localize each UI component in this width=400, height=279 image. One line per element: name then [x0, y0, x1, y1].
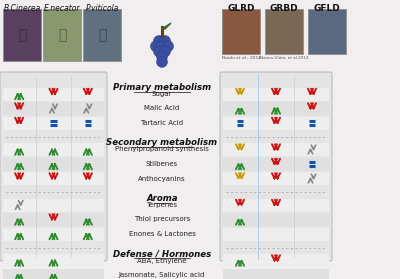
Text: ABA, Ethylene: ABA, Ethylene: [137, 258, 187, 263]
Text: Defense / Hormones: Defense / Hormones: [113, 249, 211, 258]
FancyBboxPatch shape: [0, 72, 107, 261]
FancyBboxPatch shape: [223, 158, 329, 170]
FancyBboxPatch shape: [223, 199, 329, 211]
FancyBboxPatch shape: [3, 199, 104, 211]
FancyBboxPatch shape: [3, 228, 104, 240]
FancyBboxPatch shape: [223, 117, 329, 129]
FancyBboxPatch shape: [3, 172, 104, 185]
FancyBboxPatch shape: [3, 143, 104, 156]
FancyBboxPatch shape: [43, 9, 81, 61]
FancyBboxPatch shape: [220, 72, 332, 261]
FancyBboxPatch shape: [83, 9, 121, 61]
Text: B.Cinerea: B.Cinerea: [3, 4, 41, 13]
Text: 🍃: 🍃: [58, 28, 66, 42]
Text: P.viticola: P.viticola: [85, 4, 119, 13]
FancyBboxPatch shape: [3, 88, 104, 100]
Text: 🍇: 🍇: [18, 28, 26, 42]
Text: Secondary metabolism: Secondary metabolism: [106, 138, 218, 147]
FancyBboxPatch shape: [223, 143, 329, 156]
Text: 🍂: 🍂: [98, 28, 106, 42]
Circle shape: [154, 35, 164, 47]
Text: Jasmonate, Salicylic acid: Jasmonate, Salicylic acid: [119, 272, 205, 278]
FancyBboxPatch shape: [223, 228, 329, 240]
FancyBboxPatch shape: [3, 254, 104, 267]
FancyBboxPatch shape: [3, 158, 104, 170]
Text: Terpenes: Terpenes: [146, 202, 178, 208]
Text: GFLD: GFLD: [314, 4, 340, 13]
Circle shape: [156, 51, 168, 62]
Text: Tartaric Acid: Tartaric Acid: [140, 120, 184, 126]
FancyBboxPatch shape: [223, 102, 329, 115]
Circle shape: [162, 41, 174, 52]
FancyBboxPatch shape: [3, 117, 104, 129]
FancyBboxPatch shape: [222, 9, 260, 54]
Circle shape: [150, 41, 162, 52]
FancyBboxPatch shape: [3, 213, 104, 226]
Circle shape: [156, 56, 168, 68]
Text: Naidu et al., 2014: Naidu et al., 2014: [222, 56, 260, 60]
Text: Enones & Lactones: Enones & Lactones: [128, 231, 196, 237]
Circle shape: [160, 46, 170, 57]
Text: Phenylpropanoid synthesis: Phenylpropanoid synthesis: [115, 146, 209, 153]
FancyBboxPatch shape: [223, 213, 329, 226]
Text: Malic Acid: Malic Acid: [144, 105, 180, 112]
Text: GLRD: GLRD: [227, 4, 255, 13]
FancyBboxPatch shape: [308, 9, 346, 54]
FancyBboxPatch shape: [223, 172, 329, 185]
Circle shape: [156, 41, 168, 52]
Circle shape: [160, 35, 170, 47]
FancyBboxPatch shape: [265, 9, 303, 54]
Text: Blanco-Ulate, et al.2013: Blanco-Ulate, et al.2013: [259, 56, 309, 60]
FancyBboxPatch shape: [223, 254, 329, 267]
Text: Anthocyanins: Anthocyanins: [138, 175, 186, 182]
FancyBboxPatch shape: [3, 269, 104, 279]
FancyBboxPatch shape: [223, 269, 329, 279]
FancyBboxPatch shape: [223, 88, 329, 100]
Text: Primary metabolism: Primary metabolism: [113, 83, 211, 92]
Polygon shape: [162, 23, 171, 29]
Text: E.necator: E.necator: [44, 4, 80, 13]
Text: Sugar: Sugar: [152, 91, 172, 97]
Text: Aroma: Aroma: [146, 194, 178, 203]
FancyBboxPatch shape: [3, 102, 104, 115]
Circle shape: [154, 46, 164, 57]
Text: Thiol precursors: Thiol precursors: [134, 217, 190, 222]
Text: Stilbenes: Stilbenes: [146, 161, 178, 167]
FancyBboxPatch shape: [3, 9, 41, 61]
Text: GRBD: GRBD: [270, 4, 298, 13]
